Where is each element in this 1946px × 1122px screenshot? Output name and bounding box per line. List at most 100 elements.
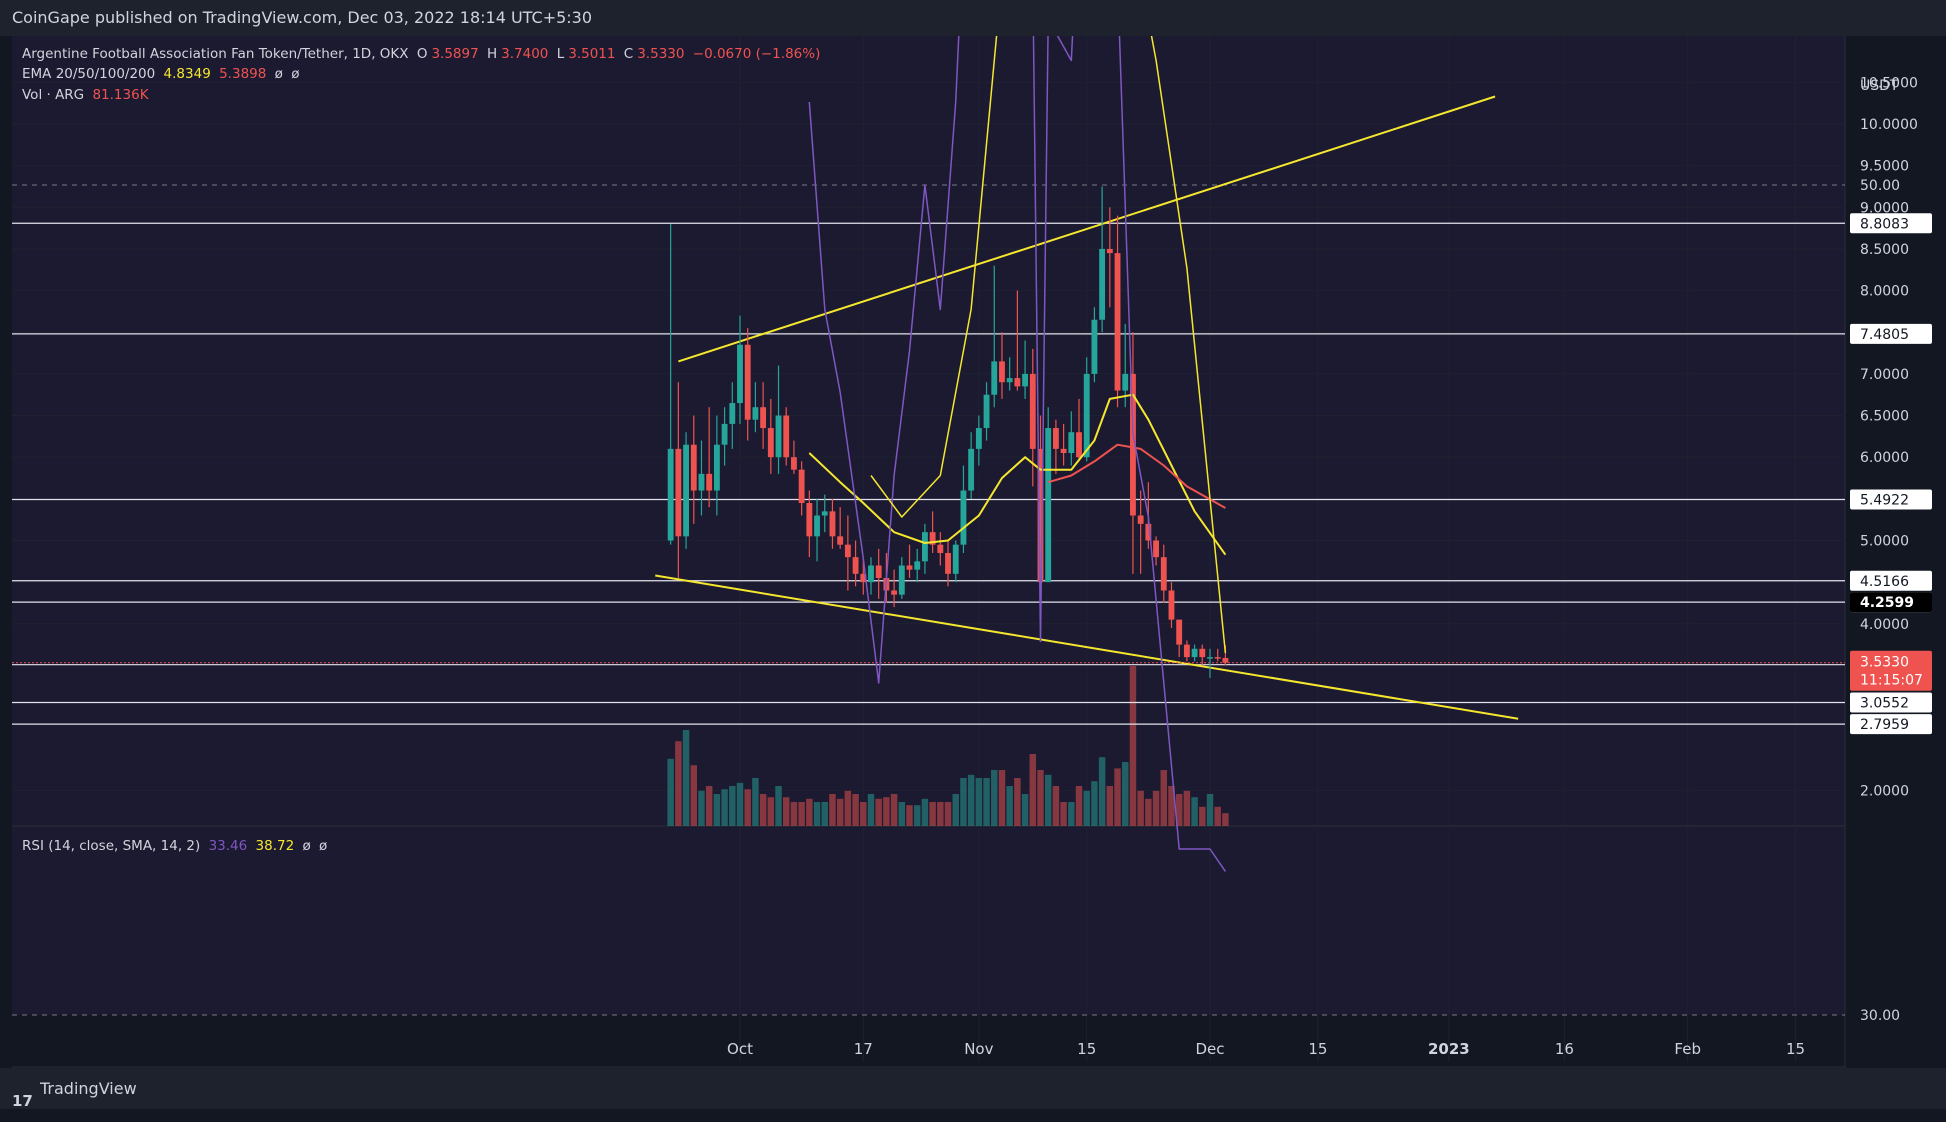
candle-body [721,423,728,445]
volume-bar [1137,790,1144,826]
candle-body [860,573,867,583]
trendline-lower [655,574,1519,720]
candle-body [1122,373,1129,391]
trendline-upper [678,95,1496,363]
candle-body [706,473,713,491]
candle-body [1022,373,1029,387]
time-tick-label: Nov [964,1040,993,1058]
candle-body [1130,373,1136,516]
candle-body [975,428,982,449]
candle-body [875,565,882,578]
candle-body [1076,432,1082,458]
candle-body [1045,428,1052,583]
candle-body [1137,515,1144,524]
rsi-label: RSI (14, close, SMA, 14, 2) [22,838,201,854]
open-label: O [416,46,428,62]
volume-legend[interactable]: Vol · ARG 81.136K [22,87,153,103]
symbol-title: Argentine Football Association Fan Token… [22,46,409,62]
volume-bar [767,797,775,826]
volume-bar [1083,790,1090,826]
rsi-sma-line [870,36,1227,654]
candle-body [752,407,759,420]
volume-bar [844,790,852,826]
volume-bar [698,790,705,826]
volume-bar [690,765,698,826]
ema-legend[interactable]: EMA 20/50/100/200 4.8349 5.3898 ø ø [22,66,303,82]
volume-bar [913,805,921,826]
rsi-band [12,36,1845,1015]
last-level-badge-label: 4.2599 [1860,595,1914,611]
candle-body [806,503,813,537]
low-label: L [556,46,565,62]
volume-bar [705,786,713,826]
low-value: 3.5011 [568,46,616,62]
candle-body [1199,648,1206,658]
candle-body [729,403,736,424]
volume-bar [1122,762,1129,826]
price-tick-label: 6.5000 [1860,409,1909,425]
volume-bar [875,798,882,826]
volume-bar [713,794,721,826]
footer-bar: 17 TradingView [0,1068,1946,1110]
brand-name[interactable]: TradingView [40,1079,137,1098]
volume-bar [744,789,751,826]
volume-bar [798,802,805,826]
candle-body [945,552,951,574]
level-badge-label: 2.7959 [1860,717,1909,733]
level-badge [1850,213,1932,234]
candle-body [1145,523,1152,541]
volume-bar [983,778,990,826]
ema50-value: 5.3898 [219,66,267,82]
candle-body [1091,319,1098,374]
candle-body [775,415,782,458]
candle-body [991,361,998,395]
current-price-label: 3.5330 [1860,655,1909,671]
time-tick-label: 15 [1308,1040,1327,1058]
level-badge [1850,714,1932,735]
volume-bar [937,802,944,826]
candle-body [675,448,682,537]
volume-bar [1060,802,1067,826]
candle-body [968,448,975,491]
close-value: 3.5330 [637,46,685,62]
rsi-legend[interactable]: RSI (14, close, SMA, 14, 2) 33.46 38.72 … [22,838,331,854]
candle-body [744,344,751,420]
volume-bar [1021,794,1029,826]
candle-body [999,361,1005,383]
ema50-line [1047,443,1226,509]
volume-bar [1098,757,1106,826]
volume-bar [1168,786,1175,826]
price-tick-label: 2.0000 [1860,783,1909,799]
candle-body [1014,378,1021,387]
rsi-tick-label: 30.00 [1860,1008,1900,1024]
candle-body [791,457,797,470]
volume-bar [752,778,759,826]
volume-bar [867,794,875,826]
price-tick-label: 9.0000 [1860,200,1909,216]
volume-bar [1206,794,1214,826]
candle-body [683,444,689,537]
change-value: −0.0670 (−1.86%) [692,46,821,62]
candle-body [1060,448,1067,454]
open-value: 3.5897 [431,46,479,62]
candle-body [1099,248,1106,320]
volume-bar [860,802,867,826]
candle-body [983,394,990,429]
volume-bar [1145,798,1152,826]
candle-body [906,565,913,570]
candle-body [667,448,674,541]
price-tick-label: 5.0000 [1860,534,1909,550]
volume-bar [1152,790,1160,826]
tradingview-logo-icon[interactable]: 17 [12,1092,33,1110]
volume-bar [821,802,828,826]
volume-bar [975,778,983,826]
price-tick-label: 10.0000 [1860,117,1918,133]
candle-body [1052,428,1059,449]
rsi-extra-1: ø [302,838,311,854]
price-tick-label: 8.0000 [1860,284,1909,300]
volume-bar [829,794,836,826]
volume-bar [944,802,952,826]
publisher-text: CoinGape published on TradingView.com, D… [12,8,593,27]
rsi-extra-2: ø [319,838,328,854]
